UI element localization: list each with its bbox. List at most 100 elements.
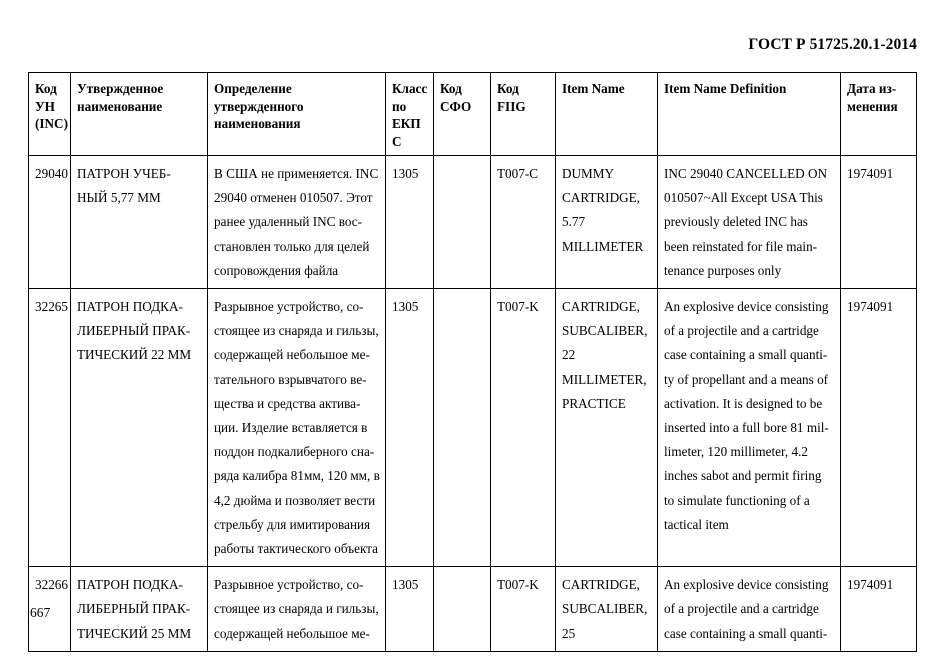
text-line: сопровождения файла xyxy=(214,262,339,278)
text-line: В США не применяется. INC xyxy=(214,166,379,181)
text-line: стрельбу для имитирования xyxy=(214,516,371,532)
cell-item-name-definition: An explosive device consisting of a proje… xyxy=(657,566,841,652)
column-header-change-date: Дата из-менения xyxy=(840,72,917,156)
cell-sfo-code xyxy=(433,566,491,652)
text-line: of a projectile and a cartridge xyxy=(664,601,819,617)
cell-inc-code: 32266 xyxy=(28,566,71,652)
text-line: limeter, 120 millimeter, 4.2 xyxy=(664,444,808,460)
cell-change-date: 1974091 xyxy=(840,154,917,290)
text-line: наименования xyxy=(214,116,301,131)
table-body: 29040 ПАТРОН УЧЕБ- НЫЙ 5,77 ММ В США не п… xyxy=(28,154,917,652)
column-header-item-name: Item Name xyxy=(555,72,658,156)
text-line: 22 xyxy=(562,347,576,363)
cell-inc-code: 32265 xyxy=(28,288,71,568)
text-line: Item Name Definition xyxy=(664,81,787,96)
page-number: 667 xyxy=(30,605,51,620)
text-line: Дата из- xyxy=(847,81,897,96)
inc-catalog-table: Код УН (INC) Утвержденное наименование Опре… xyxy=(28,72,917,652)
text-line: FIIG xyxy=(497,98,526,114)
text-line: Разрывное устройство, со- xyxy=(214,577,364,593)
cell-item-name: DUMMY CARTRIDGE, 5.77 MILLIMETER xyxy=(555,154,658,290)
cell-change-date: 1974091 xyxy=(840,566,917,652)
text-line: inserted into a full bore 81 mil- xyxy=(664,420,829,436)
text-line: тательного взрывчатого ве- xyxy=(214,371,367,387)
text-line: НЫЙ 5,77 ММ xyxy=(77,190,161,206)
text-line: работы тактического объекта xyxy=(214,541,378,557)
text-line: ТИЧЕСКИЙ 22 ММ xyxy=(77,347,192,363)
text-line: An explosive device consisting xyxy=(664,577,829,593)
text-line: стоящее из снаряда и гильзы, xyxy=(214,323,379,339)
text-line: наименование xyxy=(77,98,163,114)
column-header-ekps-class: Класс по ЕКП С xyxy=(385,72,434,156)
text-line: ПАТРОН ПОДКА- xyxy=(77,577,183,593)
text-line: (INC) xyxy=(35,116,68,131)
text-line: стоящее из снаряда и гильзы, xyxy=(214,601,379,617)
cell-approved-name: ПАТРОН УЧЕБ- НЫЙ 5,77 ММ xyxy=(70,154,208,290)
table-header-row: Код УН (INC) Утвержденное наименование Опре… xyxy=(28,72,917,156)
text-line: Класс xyxy=(392,81,428,96)
text-line: CARTRIDGE, xyxy=(562,299,640,315)
cell-item-name-definition: An explosive device consisting of a proje… xyxy=(657,288,841,568)
text-line: Утвержденное xyxy=(77,81,164,96)
text-line: ТИЧЕСКИЙ 25 ММ xyxy=(77,625,192,641)
text-line: ЕКП xyxy=(392,116,421,131)
text-line: содержащей небольшое ме- xyxy=(214,625,370,641)
text-line: case containing a small quanti- xyxy=(664,625,828,641)
text-line: Item Name xyxy=(562,81,625,96)
text-line: to simulate functioning of a xyxy=(664,492,810,508)
text-line: менения xyxy=(847,98,898,114)
text-line: С xyxy=(392,133,402,149)
text-line: ty of propellant and a means of xyxy=(664,371,829,387)
cell-item-name-definition: INC 29040 CANCELLED ON 010507~All Except … xyxy=(657,154,841,290)
cell-ekps-class: 1305 xyxy=(385,154,434,290)
text-line: 010507~All Except USA This xyxy=(664,190,823,206)
cell-fiig-code: T007-K xyxy=(490,566,556,652)
text-line: утвержденного xyxy=(214,98,304,114)
text-line: ранее удаленный INC вос- xyxy=(214,214,363,230)
text-line: inches sabot and permit firing xyxy=(664,468,822,484)
text-line: tenance purposes only xyxy=(664,262,782,278)
text-line: Код xyxy=(497,81,519,96)
cell-definition: Разрывное устройство, со-стоящее из снар… xyxy=(207,566,386,652)
text-line: Код xyxy=(35,81,57,96)
text-line: ЛИБЕРНЫЙ ПРАК- xyxy=(77,323,191,339)
text-line: MILLIMETER, xyxy=(562,371,647,387)
text-line: СФО xyxy=(440,98,472,114)
text-line: ПАТРОН УЧЕБ- xyxy=(77,166,171,181)
text-line: CARTRIDGE, xyxy=(562,577,640,593)
cell-change-date: 1974091 xyxy=(840,288,917,568)
text-line: MILLIMETER xyxy=(562,238,644,254)
table-row: 29040 ПАТРОН УЧЕБ- НЫЙ 5,77 ММ В США не п… xyxy=(28,154,917,290)
column-header-sfo-code: Код СФО xyxy=(433,72,491,156)
inc-catalog-table-wrapper: Код УН (INC) Утвержденное наименование Опре… xyxy=(28,72,917,652)
cell-item-name: CARTRIDGE, SUBCALIBER, 25 xyxy=(555,566,658,652)
text-line: Определение xyxy=(214,81,292,96)
text-line: SUBCALIBER, xyxy=(562,601,648,617)
text-line: SUBCALIBER, xyxy=(562,323,648,339)
text-line: case containing a small quanti- xyxy=(664,347,828,363)
cell-inc-code: 29040 xyxy=(28,154,71,290)
text-line: INC 29040 CANCELLED ON xyxy=(664,166,828,181)
cell-approved-name: ПАТРОН ПОДКА- ЛИБЕРНЫЙ ПРАК- ТИЧЕСКИЙ 22 М… xyxy=(70,288,208,568)
text-line: 5.77 xyxy=(562,214,586,230)
cell-approved-name: ПАТРОН ПОДКА- ЛИБЕРНЫЙ ПРАК- ТИЧЕСКИЙ 25 М… xyxy=(70,566,208,652)
cell-sfo-code xyxy=(433,154,491,290)
text-line: ции. Изделие вставляется в xyxy=(214,420,368,436)
column-header-approved-name: Утвержденное наименование xyxy=(70,72,208,156)
text-line: ПАТРОН ПОДКА- xyxy=(77,299,183,315)
text-line: ЛИБЕРНЫЙ ПРАК- xyxy=(77,601,191,617)
text-line: Код xyxy=(440,81,462,96)
text-line: been reinstated for file main- xyxy=(664,238,818,254)
text-line: 25 xyxy=(562,625,576,641)
column-header-item-name-definition: Item Name Definition xyxy=(657,72,841,156)
table-row: 32266 ПАТРОН ПОДКА- ЛИБЕРНЫЙ ПРАК- ТИЧЕСКИ… xyxy=(28,566,917,652)
cell-definition: Разрывное устройство, со-стоящее из снар… xyxy=(207,288,386,568)
text-line: Разрывное устройство, со- xyxy=(214,299,364,315)
cell-sfo-code xyxy=(433,288,491,568)
text-line: содержащей небольшое ме- xyxy=(214,347,370,363)
text-line: tactical item xyxy=(664,516,729,532)
table-row: 32265 ПАТРОН ПОДКА- ЛИБЕРНЫЙ ПРАК- ТИЧЕСКИ… xyxy=(28,288,917,568)
text-line: УН xyxy=(35,98,55,114)
text-line: previously deleted INC has xyxy=(664,214,808,230)
